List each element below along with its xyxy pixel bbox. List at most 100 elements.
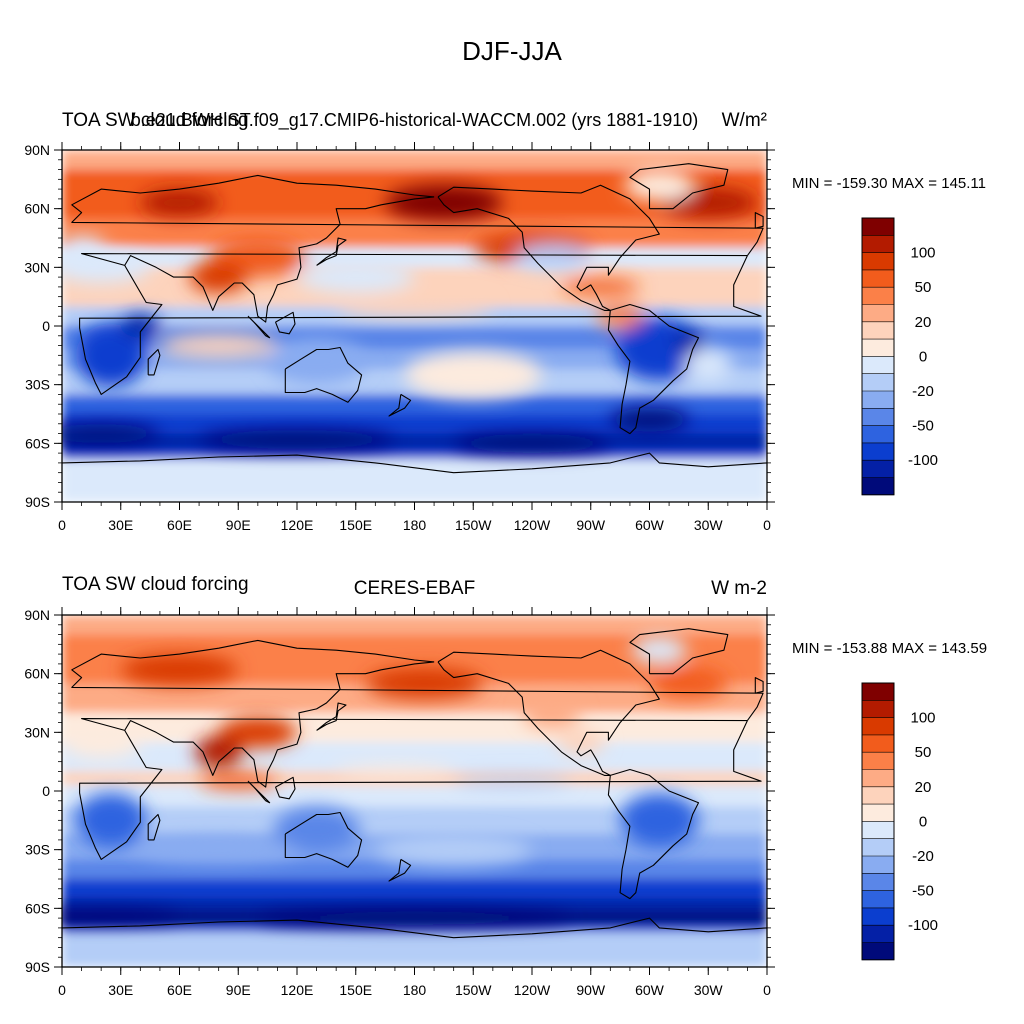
colorbar-label: -50 [912, 883, 934, 900]
lon-tick-label: 30W [694, 982, 724, 998]
colorbar-label: -50 [912, 418, 934, 435]
colorbar-swatch [862, 442, 894, 461]
colorbar-label: 100 [910, 245, 935, 262]
colorbar-swatch [862, 890, 894, 909]
lat-tick-label: 0 [42, 318, 50, 334]
lat-tick-label: 30N [24, 259, 50, 275]
lat-tick-label: 60S [25, 435, 50, 451]
colorbar-swatch [862, 838, 894, 857]
colorbar-swatch [862, 373, 894, 392]
map-field [62, 615, 767, 967]
colorbar-swatch [862, 460, 894, 478]
colorbar: 100 50 20 0 -20 -50 -100 [861, 217, 938, 496]
colorbar-swatch [862, 304, 894, 323]
colorbar-swatch [862, 218, 894, 236]
colorbar-swatch [862, 287, 894, 305]
coastlines [62, 628, 767, 939]
lon-tick-label: 120E [281, 517, 314, 533]
axis-ticks: 90N 60N 30N 0 30S 60S 90S 0 30E 60E 90E 120E 150E 180… [24, 607, 775, 998]
colorbar-label: 0 [919, 348, 927, 365]
lat-tick-label: 30S [25, 377, 50, 393]
lat-tick-label: 90S [25, 959, 50, 975]
panel-left-title: TOA SW cloud forcing [62, 110, 249, 131]
lon-tick-label: 0 [763, 517, 771, 533]
lon-tick-label: 0 [763, 982, 771, 998]
panel-center-title: b.e21.BWHIST.f09_g17.CMIP6-historical-WA… [130, 110, 699, 130]
colorbar-label: 100 [910, 710, 935, 727]
lon-tick-label: 180 [403, 517, 427, 533]
colorbar-swatch [862, 925, 894, 943]
lat-tick-label: 60N [24, 666, 50, 682]
lon-tick-label: 180 [403, 982, 427, 998]
coastlines [62, 163, 767, 474]
min-max-text: MIN = -159.30 MAX = 145.11 [792, 175, 986, 192]
model-panel: TOA SW cloud forcing b.e21.BWHIST.f09_g1… [0, 0, 1024, 470]
lon-tick-label: 60E [167, 982, 192, 998]
colorbar-swatch [862, 235, 894, 253]
axis-ticks: 90N 60N 30N 0 30S 60S 90S 0 30E 60E 90E 120E 150E 180… [24, 142, 775, 533]
colorbar-swatch [862, 252, 894, 271]
colorbar-swatch [862, 786, 894, 805]
colorbar-swatch [862, 339, 894, 357]
colorbar-swatch [862, 477, 894, 496]
lat-tick-label: 90S [25, 494, 50, 510]
colorbar-swatch [862, 942, 894, 961]
colorbar-swatch [862, 425, 894, 444]
colorbar-swatch [862, 752, 894, 770]
lon-tick-label: 90E [226, 517, 251, 533]
colorbar-label: 20 [915, 779, 932, 796]
lat-tick-label: 90N [24, 607, 50, 623]
colorbar-swatch [862, 821, 894, 839]
lon-tick-label: 90W [576, 982, 606, 998]
lat-tick-label: 60S [25, 900, 50, 916]
field-anomalies [62, 636, 728, 926]
colorbar-swatch [862, 408, 894, 426]
colorbar-swatch [862, 321, 894, 340]
panel-left-title: TOA SW cloud forcing [62, 574, 249, 595]
lon-tick-label: 30W [694, 517, 724, 533]
lon-tick-label: 150E [339, 517, 372, 533]
colorbar-swatch [862, 391, 894, 409]
figure-title: DJF-JJA [462, 36, 562, 66]
colorbar-label: 0 [919, 813, 927, 830]
lon-tick-label: 120W [514, 517, 551, 533]
lon-tick-label: 0 [58, 517, 66, 533]
lat-tick-label: 0 [42, 783, 50, 799]
colorbar-label: -20 [912, 848, 934, 865]
colorbar-label: 50 [915, 279, 932, 296]
colorbar-label: 50 [915, 744, 932, 761]
map-field [62, 150, 767, 502]
colorbar: 100 50 20 0 -20 -50 -100 [861, 682, 938, 961]
colorbar-label: -100 [908, 452, 938, 469]
colorbar-swatch [862, 734, 894, 753]
colorbar-label: 20 [915, 314, 932, 331]
min-max-text: MIN = -153.88 MAX = 143.59 [792, 640, 988, 657]
colorbar-swatch [862, 717, 894, 736]
panel-units: W/m² [721, 110, 767, 131]
lat-tick-label: 60N [24, 201, 50, 217]
lon-tick-label: 150W [455, 517, 492, 533]
observation-panel: TOA SW cloud forcing CERES-EBAF W m-2 MI… [0, 0, 1024, 657]
lon-tick-label: 60W [635, 517, 665, 533]
lat-tick-label: 30S [25, 842, 50, 858]
panel-units: W m-2 [711, 578, 767, 599]
colorbar-label: -100 [908, 917, 938, 934]
panel-center-title: CERES-EBAF [353, 578, 476, 599]
lon-tick-label: 30E [108, 982, 133, 998]
colorbar-swatch [862, 269, 894, 288]
colorbar-swatch [862, 683, 894, 701]
lat-tick-label: 90N [24, 142, 50, 158]
colorbar-swatch [862, 873, 894, 891]
colorbar-swatch [862, 769, 894, 788]
lon-tick-label: 90W [576, 517, 606, 533]
colorbar-swatch [862, 907, 894, 926]
lon-tick-label: 120W [514, 982, 551, 998]
lon-tick-label: 120E [281, 982, 314, 998]
lon-tick-label: 30E [108, 517, 133, 533]
colorbar-label: -20 [912, 383, 934, 400]
lon-tick-label: 0 [58, 982, 66, 998]
colorbar-swatch [862, 856, 894, 874]
lon-tick-label: 90E [226, 982, 251, 998]
lon-tick-label: 60W [635, 982, 665, 998]
